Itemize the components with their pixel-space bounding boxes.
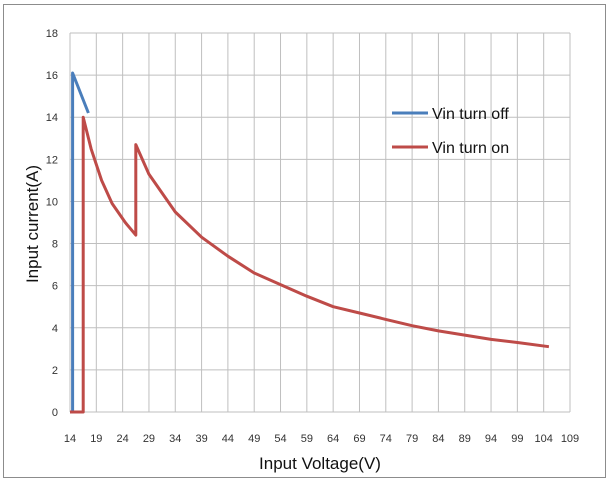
x-tick-label: 79 [406, 433, 418, 445]
x-tick-label: 54 [274, 433, 286, 445]
x-tick-label: 49 [248, 433, 260, 445]
x-tick-label: 59 [301, 433, 313, 445]
legend-label: Vin turn on [432, 140, 509, 157]
x-tick-label: 99 [511, 433, 523, 445]
x-tick-label: 34 [169, 433, 181, 445]
x-tick-label: 69 [353, 433, 365, 445]
x-tick-label: 89 [459, 433, 471, 445]
y-tick-label: 4 [52, 323, 58, 335]
grid-lines [69, 32, 571, 413]
y-tick-label: 18 [46, 28, 58, 40]
legend-label: Vin turn off [432, 106, 509, 123]
x-tick-label: 84 [432, 433, 444, 445]
x-tick-label: 29 [143, 433, 155, 445]
x-tick-label: 24 [117, 433, 129, 445]
legend: Vin turn off Vin turn on [392, 106, 509, 157]
y-tick-label: 8 [52, 239, 58, 251]
tick-labels: 14 19 24 29 34 39 44 49 54 59 64 69 74 79 84 89 94 99 104 1… [46, 28, 579, 445]
x-tick-label: 104 [535, 433, 553, 445]
chart-frame [3, 4, 606, 478]
x-tick-label: 14 [64, 433, 76, 445]
y-tick-label: 6 [52, 281, 58, 293]
series-line-vin-turn-off [71, 71, 90, 412]
y-tick-label: 0 [52, 407, 58, 419]
x-tick-label: 94 [485, 433, 497, 445]
y-tick-label: 2 [52, 365, 58, 377]
x-tick-label: 74 [380, 433, 392, 445]
y-tick-label: 12 [46, 154, 58, 166]
x-tick-label: 39 [195, 433, 207, 445]
y-tick-label: 14 [46, 112, 58, 124]
x-tick-label: 44 [222, 433, 234, 445]
series-layer [70, 71, 550, 414]
series-line-vin-turn-on [70, 115, 550, 414]
x-tick-label: 64 [327, 433, 339, 445]
y-tick-label: 16 [46, 70, 58, 82]
y-axis-title: Input current(A) [23, 165, 42, 283]
x-tick-label: 109 [561, 433, 579, 445]
x-tick-label: 19 [90, 433, 102, 445]
y-tick-label: 10 [46, 196, 58, 208]
x-axis-title: Input Voltage(V) [259, 454, 381, 473]
